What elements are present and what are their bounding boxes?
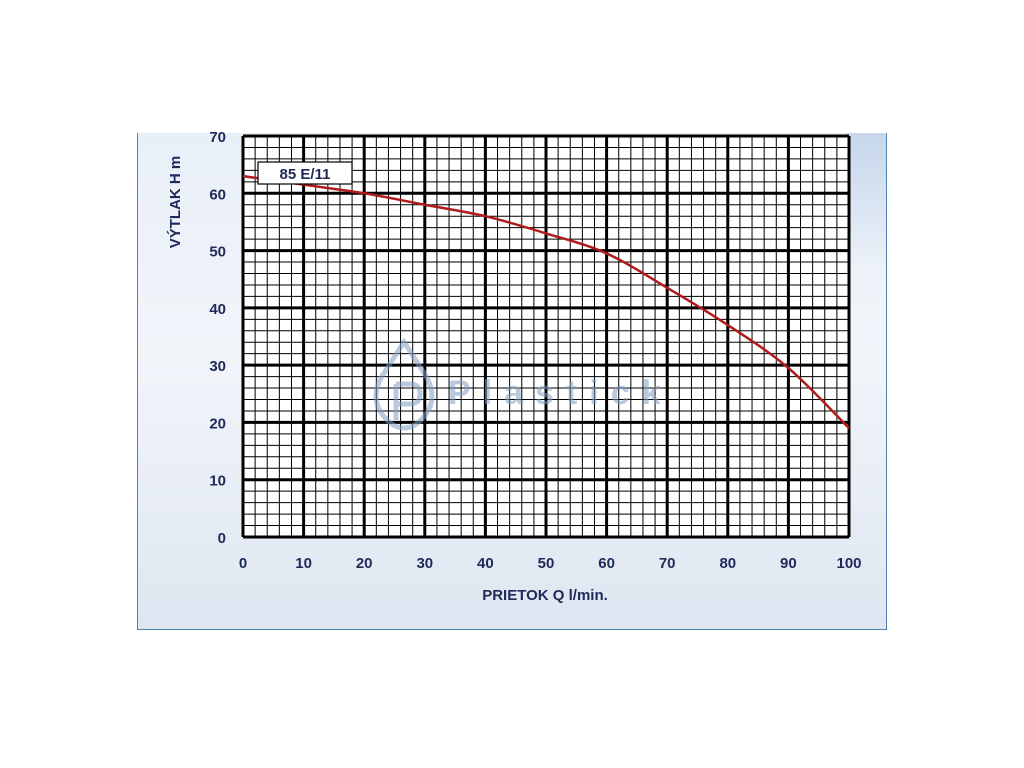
x-tick-label: 100 bbox=[836, 555, 861, 572]
y-tick-label: 20 bbox=[209, 415, 226, 432]
x-axis-title: PRIETOK Q l/min. bbox=[482, 587, 608, 604]
series-label-frame bbox=[257, 161, 353, 185]
x-tick-label: 60 bbox=[598, 555, 615, 572]
series-label-box: 85 E/11 bbox=[257, 161, 353, 185]
curve-layer bbox=[242, 174, 850, 430]
y-axis-title: VÝTLAK H m bbox=[166, 156, 184, 249]
major-grid bbox=[241, 134, 851, 539]
y-tick-label: 0 bbox=[218, 530, 226, 547]
y-tick-label: 70 bbox=[209, 129, 226, 146]
panel-accent-band bbox=[846, 133, 886, 273]
watermark-text: Plastick bbox=[448, 374, 673, 412]
x-tick-labels: 0 10 20 30 40 50 60 70 80 90 100 bbox=[239, 555, 862, 572]
x-tick-label: 70 bbox=[659, 555, 676, 572]
x-tick-label: 20 bbox=[356, 555, 373, 572]
y-tick-label: 40 bbox=[209, 301, 226, 318]
x-tick-label: 40 bbox=[477, 555, 494, 572]
y-tick-label: 10 bbox=[209, 473, 226, 490]
y-tick-label: 30 bbox=[209, 358, 226, 375]
series-label: 85 E/11 bbox=[280, 166, 331, 183]
x-tick-label: 80 bbox=[719, 555, 736, 572]
y-tick-labels: 0 10 20 30 40 50 60 70 bbox=[209, 129, 226, 547]
y-tick-label: 50 bbox=[209, 244, 226, 261]
x-tick-label: 30 bbox=[416, 555, 433, 572]
x-tick-label: 90 bbox=[780, 555, 797, 572]
x-tick-label: 50 bbox=[538, 555, 555, 572]
plastick-watermark: Plastick bbox=[373, 337, 673, 431]
drop-logo-icon bbox=[373, 337, 435, 431]
y-tick-label: 60 bbox=[209, 186, 226, 203]
x-tick-label: 0 bbox=[239, 555, 247, 572]
x-tick-label: 10 bbox=[295, 555, 312, 572]
pump-curve-line bbox=[242, 174, 850, 430]
